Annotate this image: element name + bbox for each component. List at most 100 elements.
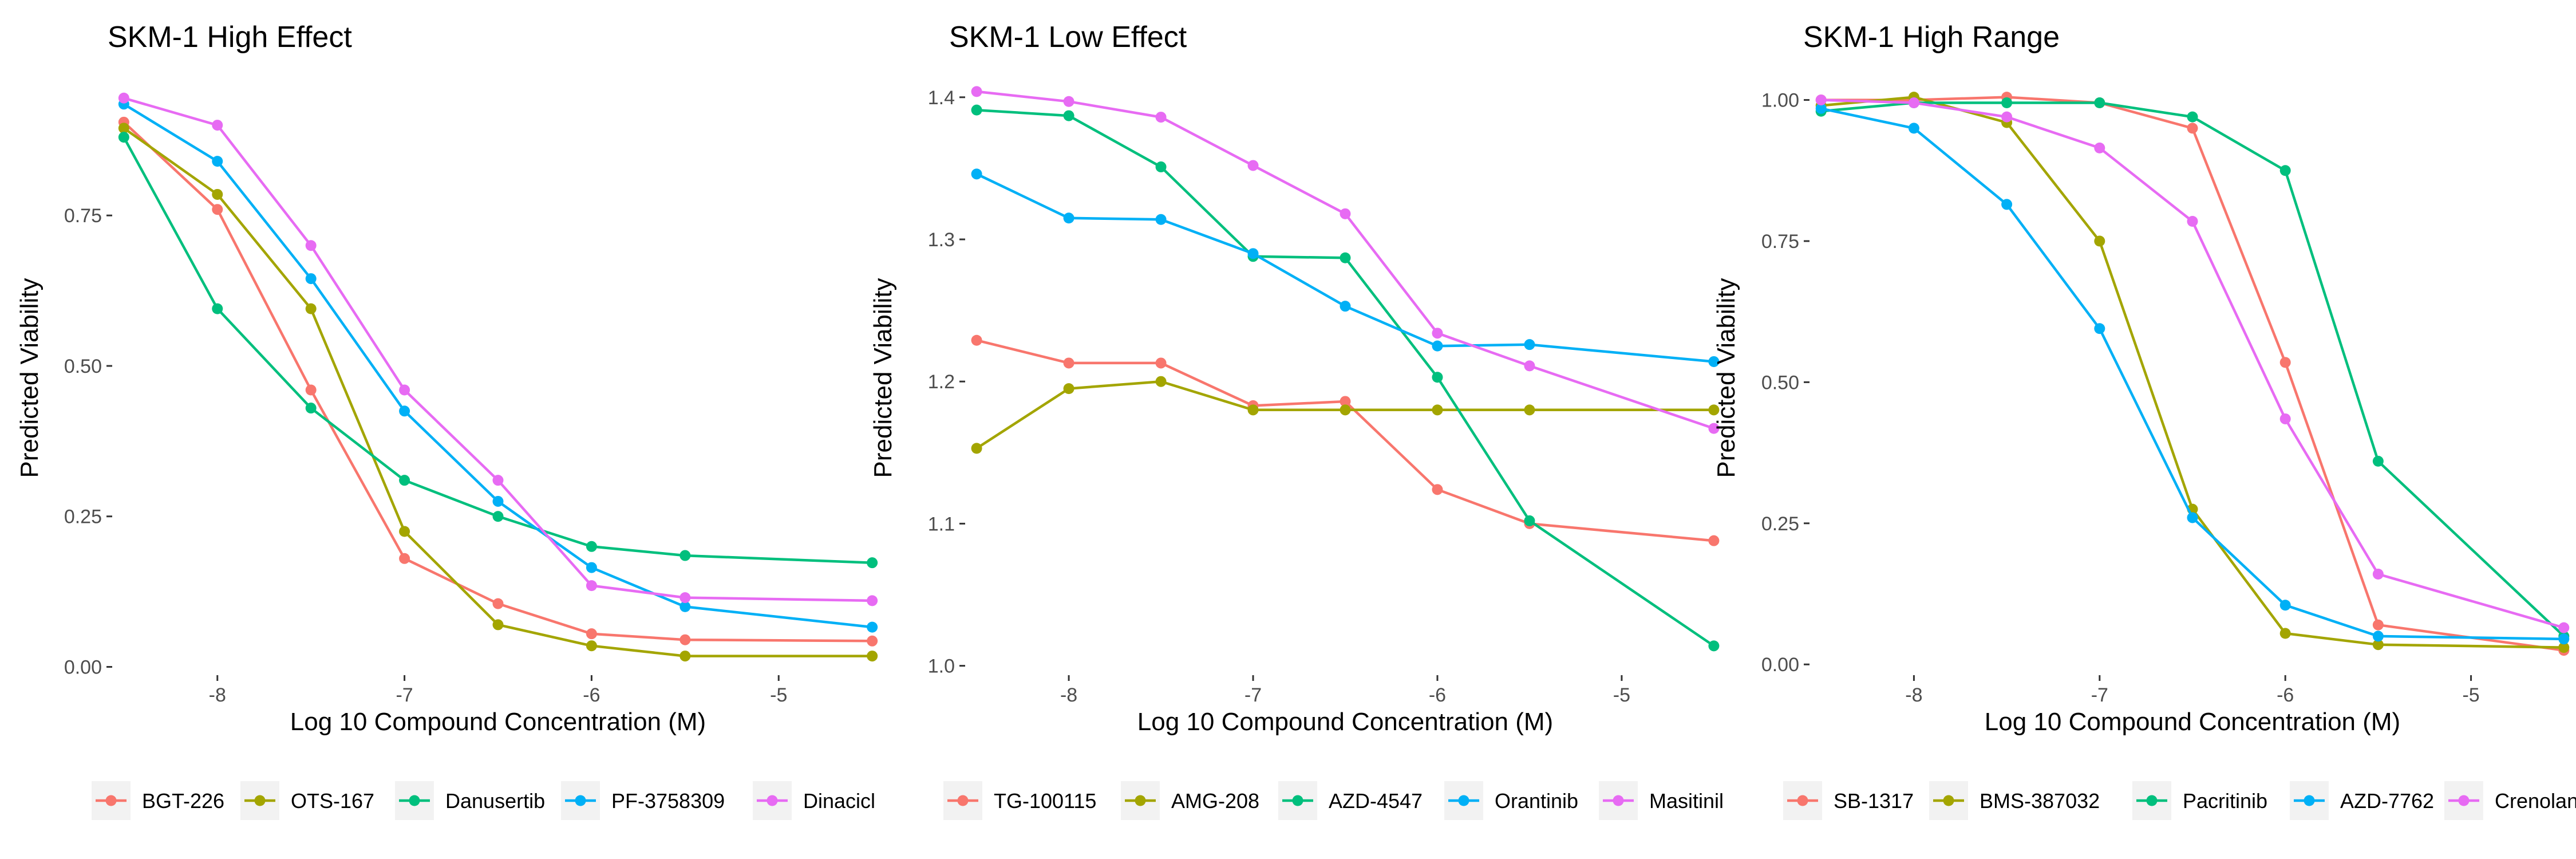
data-point bbox=[1432, 484, 1443, 495]
legend-label: Masitinil bbox=[1649, 789, 1724, 813]
series-line-Dinacicl bbox=[123, 97, 872, 602]
data-point bbox=[679, 634, 691, 645]
data-point bbox=[1340, 301, 1351, 312]
data-point bbox=[971, 86, 982, 97]
legend-item: BMS-387032 bbox=[1929, 781, 2100, 820]
y-axis-label: Predicted Viability bbox=[1712, 278, 1740, 478]
y-tick-label: 1.2 bbox=[928, 371, 955, 393]
data-point bbox=[867, 635, 878, 647]
y-tick-label: 1.0 bbox=[928, 656, 955, 677]
series-line-OTS-167 bbox=[123, 127, 872, 657]
data-point bbox=[2372, 569, 2384, 580]
data-point bbox=[1247, 248, 1259, 259]
series-line-Pacritinib bbox=[1820, 101, 2565, 637]
data-point bbox=[2001, 199, 2013, 210]
data-point bbox=[212, 120, 223, 131]
legend-item: SB-1317 bbox=[1783, 781, 1914, 820]
data-point bbox=[399, 384, 410, 396]
data-point bbox=[1432, 404, 1443, 416]
y-tick-label: 0.00 bbox=[1761, 654, 1799, 676]
y-tick-label: 1.00 bbox=[1761, 90, 1799, 112]
series-line-SB-1317 bbox=[1821, 96, 2565, 652]
legend-label: SB-1317 bbox=[1834, 789, 1914, 813]
legend-label: Danusertib bbox=[445, 789, 545, 813]
legend-label: PF-3758309 bbox=[611, 789, 725, 813]
legend-key-point bbox=[957, 795, 969, 806]
data-point bbox=[867, 557, 878, 569]
data-point bbox=[399, 475, 410, 486]
data-point bbox=[399, 526, 410, 537]
series-line-AZD-7762 bbox=[1820, 107, 2564, 641]
legend-label: BMS-387032 bbox=[1980, 789, 2100, 813]
data-point bbox=[212, 188, 223, 200]
data-point bbox=[492, 475, 504, 486]
data-point bbox=[1340, 252, 1351, 263]
data-point bbox=[2187, 512, 2198, 523]
data-point bbox=[971, 443, 982, 454]
data-point bbox=[305, 303, 317, 314]
data-point bbox=[1340, 208, 1351, 219]
data-point bbox=[2187, 111, 2198, 123]
data-point bbox=[1708, 356, 1720, 367]
x-tick-label: -5 bbox=[770, 684, 787, 706]
data-point bbox=[1432, 340, 1443, 352]
data-point bbox=[305, 240, 317, 251]
data-point bbox=[399, 405, 410, 417]
x-tick-label: -6 bbox=[583, 684, 600, 706]
chart-title: SKM-1 Low Effect bbox=[949, 21, 1187, 54]
y-tick-label: 0.25 bbox=[1761, 513, 1799, 535]
data-point bbox=[1708, 404, 1720, 416]
x-tick-label: -6 bbox=[1429, 684, 1446, 706]
data-point bbox=[1155, 161, 1167, 172]
legend-label: AZD-4547 bbox=[1329, 789, 1423, 813]
data-point bbox=[2558, 633, 2570, 645]
data-point bbox=[305, 384, 317, 396]
data-point bbox=[2279, 413, 2291, 424]
legend-label: AMG-208 bbox=[1171, 789, 1259, 813]
data-point bbox=[1063, 383, 1074, 395]
legend-item: OTS-167 bbox=[240, 781, 374, 820]
data-point bbox=[2372, 619, 2384, 631]
data-point bbox=[1340, 396, 1351, 407]
x-axis-label: Log 10 Compound Concentration (M) bbox=[290, 708, 706, 736]
data-point bbox=[212, 156, 223, 167]
legend-key-point bbox=[1797, 795, 1808, 806]
x-tick-label: -7 bbox=[396, 684, 413, 706]
legend-key-point bbox=[2304, 795, 2315, 806]
data-point bbox=[1524, 360, 1535, 372]
legend-item: Orantinib bbox=[1444, 781, 1578, 820]
data-point bbox=[1340, 404, 1351, 416]
data-point bbox=[1063, 96, 1074, 107]
data-point bbox=[2372, 631, 2384, 642]
data-point bbox=[586, 541, 597, 552]
data-point bbox=[971, 334, 982, 346]
x-tick-label: -8 bbox=[1060, 684, 1077, 706]
legend-key-point bbox=[409, 795, 420, 806]
legend-item: Masitinil bbox=[1599, 781, 1724, 820]
data-point bbox=[492, 511, 504, 522]
legend-label: OTS-167 bbox=[291, 789, 374, 813]
data-point bbox=[1524, 404, 1535, 416]
data-point bbox=[971, 104, 982, 116]
data-point bbox=[2279, 357, 2291, 368]
legend-item: Pacritinib bbox=[2132, 781, 2267, 820]
x-tick-label: -8 bbox=[209, 684, 226, 706]
data-point bbox=[2558, 622, 2570, 633]
chart-title: SKM-1 High Range bbox=[1803, 21, 2060, 54]
data-point bbox=[1908, 97, 1919, 108]
data-point bbox=[1247, 404, 1259, 416]
x-tick-label: -5 bbox=[2462, 684, 2479, 706]
data-point bbox=[492, 495, 504, 507]
data-point bbox=[1155, 112, 1167, 123]
legend-label: Orantinib bbox=[1495, 789, 1578, 813]
x-tick-label: -5 bbox=[1613, 684, 1630, 706]
data-point bbox=[867, 621, 878, 633]
x-tick-label: -7 bbox=[1244, 684, 1262, 706]
data-point bbox=[1524, 339, 1535, 350]
series-line-Crenolanil bbox=[1821, 98, 2565, 629]
legend-item: AZD-4547 bbox=[1278, 781, 1423, 820]
data-point bbox=[867, 595, 878, 606]
legend-key-point bbox=[767, 795, 778, 806]
data-point bbox=[2094, 323, 2105, 334]
